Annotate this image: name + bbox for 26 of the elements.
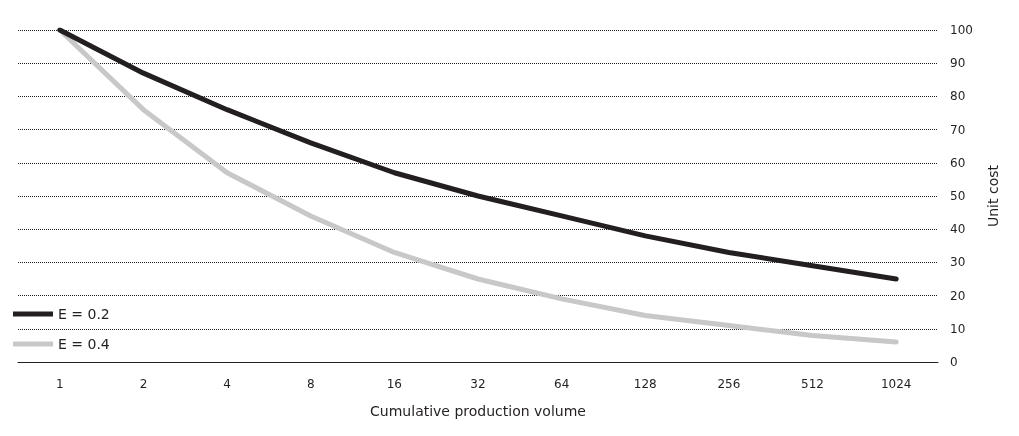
- y-tick-label: 40: [950, 222, 966, 237]
- y-tick-label: 60: [950, 155, 966, 170]
- x-tick-label: 1: [56, 377, 64, 391]
- y-axis-title: Unit cost: [985, 164, 1001, 227]
- y-tick-label: 100: [950, 23, 973, 37]
- y-tick-label: 0: [950, 355, 958, 369]
- x-axis-title: Cumulative production volume: [370, 403, 586, 419]
- y-tick-label: 20: [950, 288, 966, 303]
- y-tick-label: 30: [950, 255, 966, 270]
- y-tick-label: 10: [950, 321, 966, 336]
- x-tick-label: 16: [386, 377, 402, 391]
- y-tick-label: 50: [950, 189, 966, 203]
- x-tick-label: 2: [139, 377, 148, 391]
- x-tick-label: 32: [470, 377, 486, 391]
- x-tick-label: 4: [223, 377, 231, 391]
- x-tick-label: 64: [554, 377, 570, 391]
- y-tick-label: 70: [950, 122, 966, 137]
- legend-label: E = 0.2: [58, 306, 110, 322]
- x-tick-label: 128: [633, 377, 657, 391]
- x-tick-label: 1024: [880, 377, 912, 391]
- y-tick-label: 80: [950, 89, 966, 104]
- x-tick-label: 256: [717, 377, 741, 391]
- x-tick-label: 8: [306, 377, 315, 391]
- y-tick-label: 90: [950, 56, 966, 71]
- legend-label: E = 0.4: [58, 336, 110, 352]
- x-tick-label: 512: [801, 377, 824, 391]
